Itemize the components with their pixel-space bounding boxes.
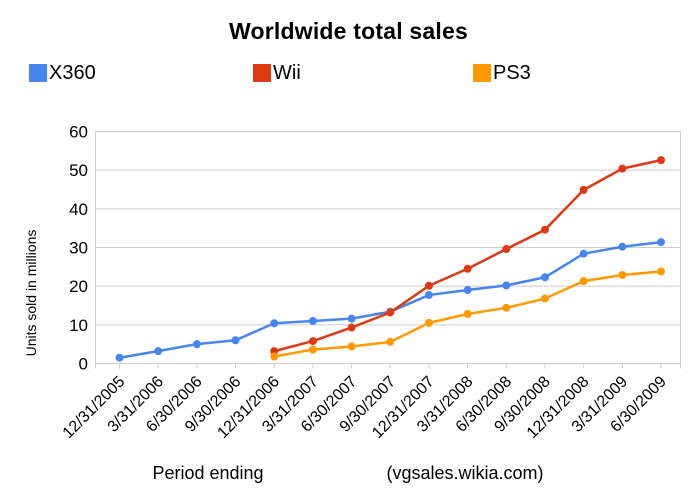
- series-point-x360-1: [154, 347, 163, 356]
- series-point-ps3-5: [463, 310, 472, 319]
- series-point-ps3-7: [540, 294, 549, 303]
- legend-swatch-wii: [253, 64, 271, 82]
- series-point-ps3-4: [424, 318, 433, 327]
- y-axis-title: Units sold in millions: [23, 229, 39, 357]
- series-point-ps3-9: [618, 270, 627, 279]
- series-point-x360-11: [540, 273, 549, 282]
- legend-item-wii: Wii: [253, 63, 301, 83]
- series-point-ps3-10: [657, 267, 666, 276]
- series-point-wii-1: [308, 337, 317, 346]
- legend-label-ps3: PS3: [493, 62, 531, 84]
- series-point-x360-13: [618, 242, 627, 251]
- series-point-wii-3: [386, 308, 395, 317]
- legend-swatch-ps3: [473, 64, 491, 82]
- y-tick-label-60: 60: [69, 123, 88, 142]
- series-point-wii-6: [502, 245, 511, 254]
- y-tick-label-20: 20: [69, 277, 88, 296]
- series-point-x360-2: [192, 340, 201, 349]
- series-point-wii-10: [657, 156, 666, 165]
- legend-swatch-x360: [29, 64, 47, 82]
- series-point-x360-14: [657, 238, 666, 247]
- legend-item-x360: X360: [29, 63, 96, 83]
- legend-label-x360: X360: [49, 62, 96, 84]
- source-note: (vgsales.wikia.com): [386, 463, 544, 483]
- y-tick-label-30: 30: [69, 239, 88, 258]
- series-point-ps3-6: [502, 303, 511, 312]
- chart-title: Worldwide total sales: [229, 18, 468, 44]
- series-point-ps3-8: [579, 277, 588, 286]
- series-point-x360-0: [115, 353, 124, 362]
- x-axis-title: Period ending: [152, 463, 264, 483]
- series-point-x360-8: [424, 291, 433, 300]
- series-point-wii-9: [618, 164, 627, 173]
- y-tick-label-0: 0: [79, 355, 88, 374]
- series-point-ps3-2: [347, 342, 356, 351]
- series-point-x360-10: [502, 281, 511, 290]
- series-point-wii-7: [540, 225, 549, 234]
- series-point-x360-9: [463, 286, 472, 295]
- series-point-ps3-1: [308, 345, 317, 354]
- series-point-x360-6: [347, 314, 356, 323]
- y-tick-label-50: 50: [69, 161, 88, 180]
- y-tick-label-40: 40: [69, 200, 88, 219]
- series-point-wii-5: [463, 264, 472, 273]
- legend-label-wii: Wii: [273, 62, 301, 84]
- y-tick-label-10: 10: [69, 316, 88, 335]
- series-line-wii: [272, 158, 663, 353]
- series-point-ps3-3: [386, 337, 395, 346]
- series-point-x360-4: [270, 319, 279, 328]
- series-point-wii-2: [347, 323, 356, 332]
- legend-item-ps3: PS3: [473, 63, 531, 83]
- series-point-x360-3: [231, 336, 240, 345]
- series-point-ps3-0: [270, 352, 279, 361]
- series-point-x360-5: [308, 316, 317, 325]
- series-point-wii-4: [424, 281, 433, 290]
- series-point-wii-8: [579, 185, 588, 194]
- series-point-x360-12: [579, 249, 588, 258]
